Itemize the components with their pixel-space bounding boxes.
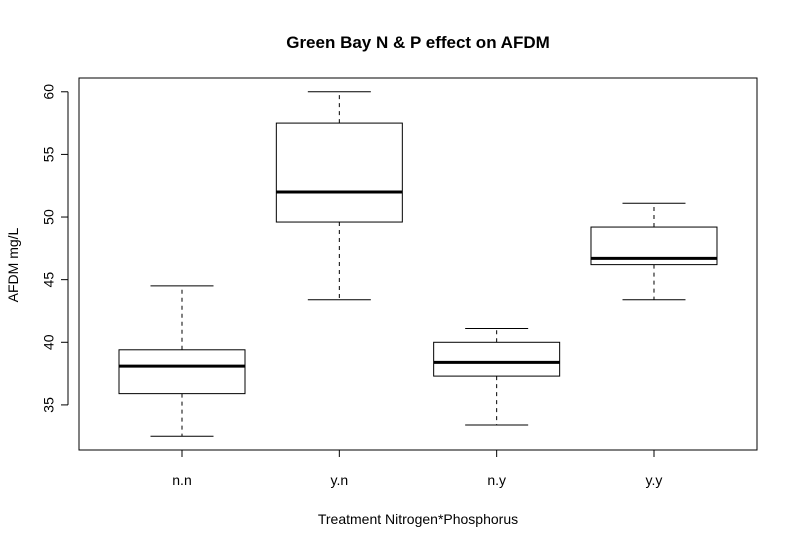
x-tick-label-n.y: n.y bbox=[487, 472, 506, 488]
box-n.y bbox=[433, 341, 561, 377]
chart-title: Green Bay N & P effect on AFDM bbox=[286, 33, 550, 52]
y-axis-label: AFDM mg/L bbox=[5, 227, 21, 302]
y-tick-label-40: 40 bbox=[41, 334, 57, 350]
y-tick-label-55: 55 bbox=[41, 146, 57, 162]
x-tick-label-n.n: n.n bbox=[172, 472, 191, 488]
y-tick-label-45: 45 bbox=[41, 272, 57, 288]
y-tick-label-60: 60 bbox=[41, 84, 57, 100]
x-axis-label: Treatment Nitrogen*Phosphorus bbox=[318, 511, 518, 527]
y-tick-label-50: 50 bbox=[41, 209, 57, 225]
x-tick-label-y.n: y.n bbox=[331, 472, 349, 488]
box-y.n bbox=[275, 122, 403, 223]
x-tick-label-y.y: y.y bbox=[646, 472, 663, 488]
box-n.n bbox=[118, 349, 246, 395]
y-tick-label-35: 35 bbox=[41, 397, 57, 413]
chart-marks: 35 40 45 50 55 60 n.n y.n n.y y.y bbox=[41, 84, 718, 488]
